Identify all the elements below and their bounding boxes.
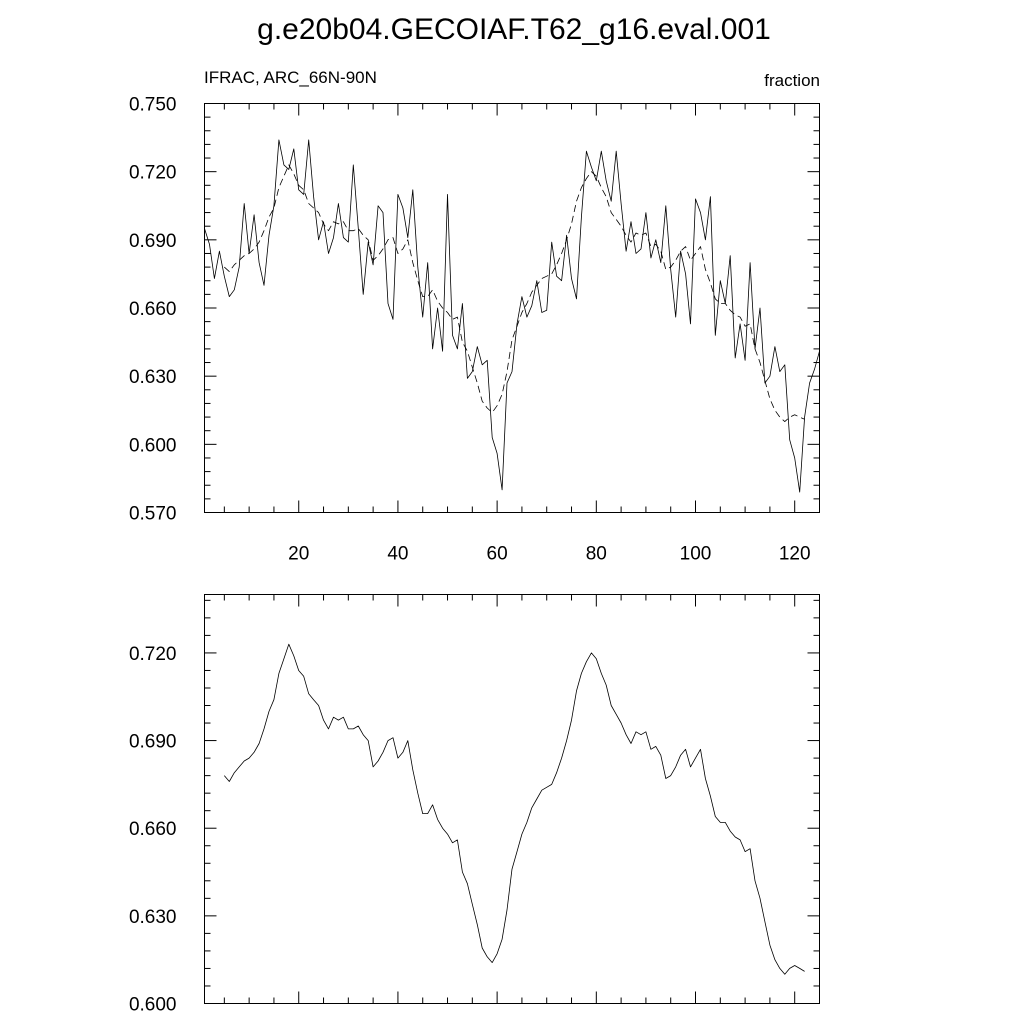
- y-tick-label: 0.660: [129, 819, 177, 840]
- figure-title: g.e20b04.GECOIAF.T62_g16.eval.001: [257, 13, 771, 46]
- bottom-panel-ticks: 0.600 0.630 0.660 0.690 0.720: [129, 594, 820, 1016]
- y-tick-label: 0.570: [129, 504, 177, 525]
- x-tick-label: 80: [586, 544, 607, 565]
- bottom-panel-series: [223, 643, 805, 975]
- x-tick-label: 120: [779, 544, 811, 565]
- variable-label: IFRAC, ARC_66N-90N: [204, 68, 377, 87]
- bottom-panel-frame: [204, 594, 820, 1004]
- x-tick-label: 100: [680, 544, 712, 565]
- units-label: fraction: [764, 71, 820, 90]
- top-panel-frame: [204, 103, 820, 513]
- x-tick-label: 60: [487, 544, 508, 565]
- x-tick-label: 40: [387, 544, 408, 565]
- smoothed-series-line: [224, 164, 805, 423]
- series-line: [204, 139, 820, 493]
- y-tick-label: 0.720: [129, 644, 177, 665]
- y-tick-label: 0.720: [129, 163, 177, 184]
- y-tick-label: 0.660: [129, 299, 177, 320]
- y-tick-label: 0.600: [129, 435, 177, 456]
- y-tick-label: 0.630: [129, 907, 177, 928]
- y-tick-label: 0.690: [129, 732, 177, 753]
- top-panel: IFRAC, ARC_66N-90N fraction 0.570 0.600 0.…: [129, 68, 820, 565]
- x-tick-label: 20: [288, 544, 309, 565]
- top-panel-series: [204, 139, 820, 493]
- y-tick-label: 0.600: [129, 995, 177, 1016]
- bottom-panel: 0.600 0.630 0.660 0.690 0.720: [129, 594, 820, 1016]
- y-tick-label: 0.750: [129, 95, 177, 116]
- y-tick-label: 0.690: [129, 231, 177, 252]
- series-line: [223, 643, 805, 975]
- y-tick-label: 0.630: [129, 367, 177, 388]
